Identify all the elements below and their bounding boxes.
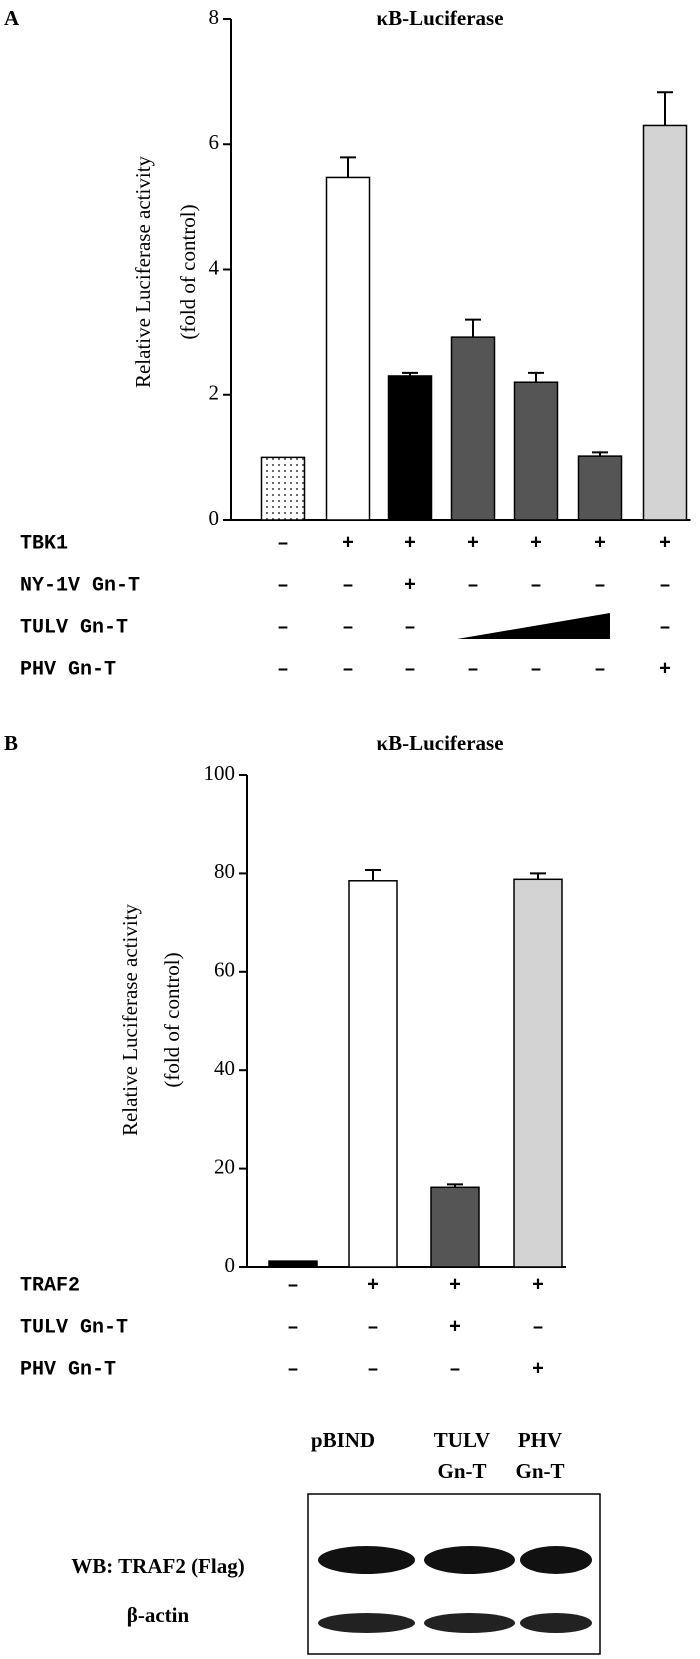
- condition-mark: –: [277, 574, 289, 597]
- condition-mark: –: [287, 1316, 299, 1339]
- error-bar: [340, 156, 356, 178]
- condition-mark: +: [659, 658, 671, 681]
- condition-mark: –: [404, 616, 416, 639]
- condition-mark: –: [287, 1274, 299, 1297]
- y-axis-label: (fold of control): [160, 952, 184, 1087]
- condition-mark: –: [277, 532, 289, 555]
- bar: [642, 124, 688, 521]
- bar: [513, 878, 563, 1268]
- condition-mark: –: [659, 574, 671, 597]
- lane-label: TULV: [434, 1428, 490, 1452]
- condition-mark: –: [530, 574, 542, 597]
- bar: [268, 1260, 318, 1268]
- bar: [325, 176, 371, 521]
- condition-mark: –: [594, 574, 606, 597]
- condition-mark: –: [277, 658, 289, 681]
- condition-mark: +: [404, 574, 416, 597]
- bar: [387, 375, 433, 521]
- panel-letter: B: [4, 731, 18, 755]
- condition-mark: +: [404, 532, 416, 555]
- condition-label: TULV Gn-T: [20, 1316, 128, 1339]
- condition-mark: +: [532, 1274, 544, 1297]
- blot-row-label: WB: TRAF2 (Flag): [71, 1554, 244, 1578]
- condition-label: TULV Gn-T: [20, 616, 128, 639]
- condition-label: PHV Gn-T: [20, 1358, 116, 1381]
- lane-label: Gn-T: [437, 1459, 486, 1483]
- blot-row-label: β-actin: [127, 1603, 190, 1627]
- condition-mark: –: [404, 658, 416, 681]
- y-tick-label: 80: [214, 859, 235, 883]
- y-tick-label: 8: [209, 5, 220, 29]
- y-tick-label: 40: [214, 1056, 235, 1080]
- lane-label: PHV: [518, 1428, 562, 1452]
- chart-title: κB-Luciferase: [376, 731, 503, 755]
- condition-mark: +: [367, 1274, 379, 1297]
- lane-label: pBIND: [311, 1428, 375, 1452]
- blot-band: [318, 1613, 415, 1633]
- condition-mark: +: [594, 532, 606, 555]
- blot-band: [318, 1546, 415, 1574]
- y-tick-label: 100: [204, 761, 236, 785]
- lane-label: Gn-T: [515, 1459, 564, 1483]
- bar: [430, 1186, 480, 1268]
- bar: [513, 381, 559, 521]
- condition-mark: –: [367, 1358, 379, 1381]
- blot-band: [424, 1546, 515, 1574]
- error-bar: [530, 872, 546, 880]
- condition-mark: +: [449, 1316, 461, 1339]
- condition-mark: –: [594, 658, 606, 681]
- condition-mark: –: [659, 616, 671, 639]
- condition-mark: –: [449, 1358, 461, 1381]
- error-bar: [528, 371, 544, 383]
- condition-mark: +: [449, 1274, 461, 1297]
- condition-label: TRAF2: [20, 1274, 80, 1297]
- condition-mark: –: [287, 1358, 299, 1381]
- y-tick-label: 6: [209, 130, 220, 154]
- condition-mark: +: [532, 1358, 544, 1381]
- condition-mark: –: [532, 1316, 544, 1339]
- condition-mark: +: [530, 532, 542, 555]
- condition-mark: +: [659, 532, 671, 555]
- error-bar: [592, 451, 608, 457]
- error-bar: [465, 318, 481, 338]
- blot-band: [520, 1546, 592, 1574]
- error-bar: [365, 868, 381, 881]
- condition-mark: –: [342, 574, 354, 597]
- error-bar: [657, 91, 673, 126]
- y-axis-label: (fold of control): [176, 204, 200, 339]
- condition-label: PHV Gn-T: [20, 658, 116, 681]
- condition-mark: –: [342, 658, 354, 681]
- condition-mark: +: [467, 532, 479, 555]
- condition-mark: –: [367, 1316, 379, 1339]
- bar: [348, 880, 398, 1268]
- y-tick-label: 20: [214, 1154, 235, 1178]
- panel-letter: A: [4, 6, 20, 30]
- condition-label: TBK1: [20, 532, 68, 555]
- bar: [260, 456, 306, 521]
- gradient-wedge: [457, 613, 610, 639]
- blot-band: [520, 1613, 592, 1633]
- condition-mark: –: [467, 658, 479, 681]
- y-tick-label: 60: [214, 958, 235, 982]
- chart-title: κB-Luciferase: [376, 6, 503, 30]
- bar: [450, 336, 496, 521]
- bar: [577, 455, 623, 521]
- condition-label: NY-1V Gn-T: [20, 574, 140, 597]
- condition-mark: +: [342, 532, 354, 555]
- y-axis-label: Relative Luciferase activity: [118, 903, 142, 1136]
- y-tick-label: 0: [225, 1253, 236, 1277]
- condition-mark: –: [342, 616, 354, 639]
- condition-mark: –: [277, 616, 289, 639]
- blot-band: [424, 1613, 515, 1633]
- condition-mark: –: [467, 574, 479, 597]
- y-tick-label: 2: [209, 381, 220, 405]
- y-axis-label: Relative Luciferase activity: [131, 155, 155, 388]
- error-bar: [402, 371, 418, 376]
- y-tick-label: 0: [209, 506, 220, 530]
- condition-mark: –: [530, 658, 542, 681]
- error-bar: [447, 1183, 463, 1188]
- y-tick-label: 4: [209, 255, 220, 279]
